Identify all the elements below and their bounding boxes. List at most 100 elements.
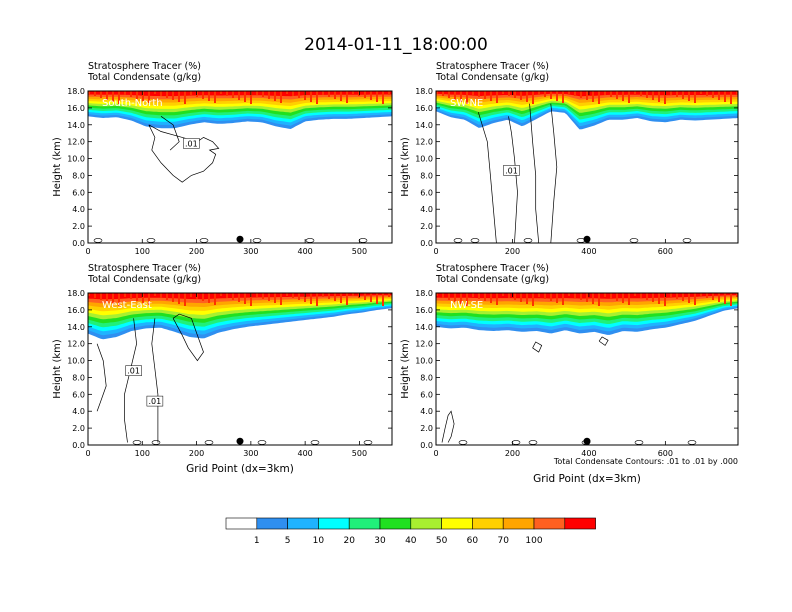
panel-label: NW-SE xyxy=(450,300,483,311)
colorbar-label: 40 xyxy=(405,536,417,546)
tracer-streak xyxy=(478,91,480,97)
panel-header-tracer: Stratosphere Tracer (%) xyxy=(88,61,201,72)
condensate-contour xyxy=(441,410,455,443)
tracer-streak xyxy=(640,91,642,96)
tracer-streak xyxy=(448,293,450,300)
tracer-streak xyxy=(130,91,132,97)
tracer-streak xyxy=(226,91,228,96)
colorbar-label: 60 xyxy=(467,536,479,546)
condensate-contour xyxy=(477,111,497,244)
tracer-streak xyxy=(376,91,378,102)
tracer-streak xyxy=(562,293,564,305)
tracer-streak xyxy=(586,293,588,302)
tracer-streak xyxy=(676,293,678,299)
tracer-streak xyxy=(292,91,294,96)
tracer-streak xyxy=(106,293,108,302)
tracer-streak xyxy=(250,91,252,104)
tracer-streak xyxy=(616,91,618,99)
tracer-streak xyxy=(508,293,510,298)
tracer-streak xyxy=(682,293,684,301)
x-tick-label: 600 xyxy=(658,247,673,256)
x-tick-label: 300 xyxy=(243,449,258,458)
y-tick-label: 8.0 xyxy=(420,373,433,382)
tracer-streak xyxy=(262,293,264,299)
tracer-streak xyxy=(706,293,708,298)
y-tick-label: 4.0 xyxy=(420,407,433,416)
condensate-contour xyxy=(528,440,538,445)
y-tick-label: 18.0 xyxy=(67,289,85,298)
y-tick-label: 2.0 xyxy=(72,424,85,433)
tracer-streak xyxy=(232,91,234,98)
tracer-streak xyxy=(694,293,696,305)
tracer-streak xyxy=(436,91,438,94)
colorbar-swatch xyxy=(318,517,350,530)
tracer-streak xyxy=(244,91,246,102)
tracer-streak xyxy=(658,293,660,304)
y-tick-label: 12.0 xyxy=(67,340,85,349)
panel-header-tracer: Stratosphere Tracer (%) xyxy=(436,61,549,72)
colorbar-label: 20 xyxy=(343,536,355,546)
condensate-contour xyxy=(146,238,156,243)
tracer-streak xyxy=(322,293,324,297)
tracer-streak xyxy=(496,91,498,103)
condensate-contour xyxy=(252,238,262,243)
y-tick-label: 10.0 xyxy=(415,357,433,366)
y-tick-label: 16.0 xyxy=(67,306,85,315)
y-tick-label: 8.0 xyxy=(72,373,85,382)
tracer-streak xyxy=(604,91,606,95)
tracer-streak xyxy=(442,91,444,96)
condensate-contour xyxy=(523,238,533,243)
tracer-streak xyxy=(148,293,150,305)
y-tick-label: 16.0 xyxy=(415,306,433,315)
tracer-streak xyxy=(88,91,90,94)
colorbar-swatch xyxy=(502,517,535,530)
tracer-streak xyxy=(220,293,222,296)
x-tick-label: 100 xyxy=(135,449,150,458)
y-tick-label: 8.0 xyxy=(420,171,433,180)
tracer-streak xyxy=(472,91,474,95)
figure-title: 2014-01-11_18:00:00 xyxy=(304,35,488,55)
location-marker xyxy=(236,437,244,445)
panel-label: West-East xyxy=(102,300,152,311)
tracer-streak xyxy=(184,91,186,104)
tracer-streak xyxy=(124,293,126,297)
tracer-streak xyxy=(670,91,672,95)
panel-header-condensate: Total Condensate (g/kg) xyxy=(435,72,549,83)
condensate-contour xyxy=(634,440,644,445)
tracer-streak xyxy=(664,293,666,306)
tracer-streak xyxy=(298,293,300,300)
tracer-streak xyxy=(598,91,600,104)
x-tick-label: 500 xyxy=(352,247,367,256)
tracer-streak xyxy=(484,293,486,301)
tracer-streak xyxy=(112,293,114,304)
tracer-streak xyxy=(466,293,468,306)
tracer-streak xyxy=(172,91,174,100)
tracer-streak xyxy=(442,293,444,298)
tracer-streak xyxy=(514,293,516,300)
tracer-streak xyxy=(616,293,618,301)
tracer-streak xyxy=(550,293,552,301)
tracer-streak xyxy=(634,293,636,296)
colorbar-label: 10 xyxy=(313,536,325,546)
condensate-contour xyxy=(151,318,159,443)
panel-header-condensate: Total Condensate (g/kg) xyxy=(87,274,201,285)
y-tick-label: 0.0 xyxy=(72,441,85,450)
y-tick-label: 18.0 xyxy=(415,289,433,298)
tracer-streak xyxy=(532,293,534,306)
panel-west-east: Stratosphere Tracer (%)Total Condensate … xyxy=(52,263,393,475)
x-tick-label: 400 xyxy=(298,247,313,256)
contour-label: .01 xyxy=(149,397,162,406)
tracer-streak xyxy=(388,293,390,297)
colorbar-label: 50 xyxy=(436,536,448,546)
tracer-streak xyxy=(190,293,192,297)
tracer-streak xyxy=(220,91,222,94)
y-tick-label: 16.0 xyxy=(415,104,433,113)
y-tick-label: 0.0 xyxy=(420,239,433,248)
tracer-streak xyxy=(370,91,372,100)
tracer-streak xyxy=(352,293,354,296)
location-marker xyxy=(236,235,244,243)
colorbar-label: 5 xyxy=(285,536,291,546)
tracer-streak xyxy=(670,293,672,297)
tracer-streak xyxy=(256,91,258,95)
colorbar-swatch xyxy=(410,517,442,530)
